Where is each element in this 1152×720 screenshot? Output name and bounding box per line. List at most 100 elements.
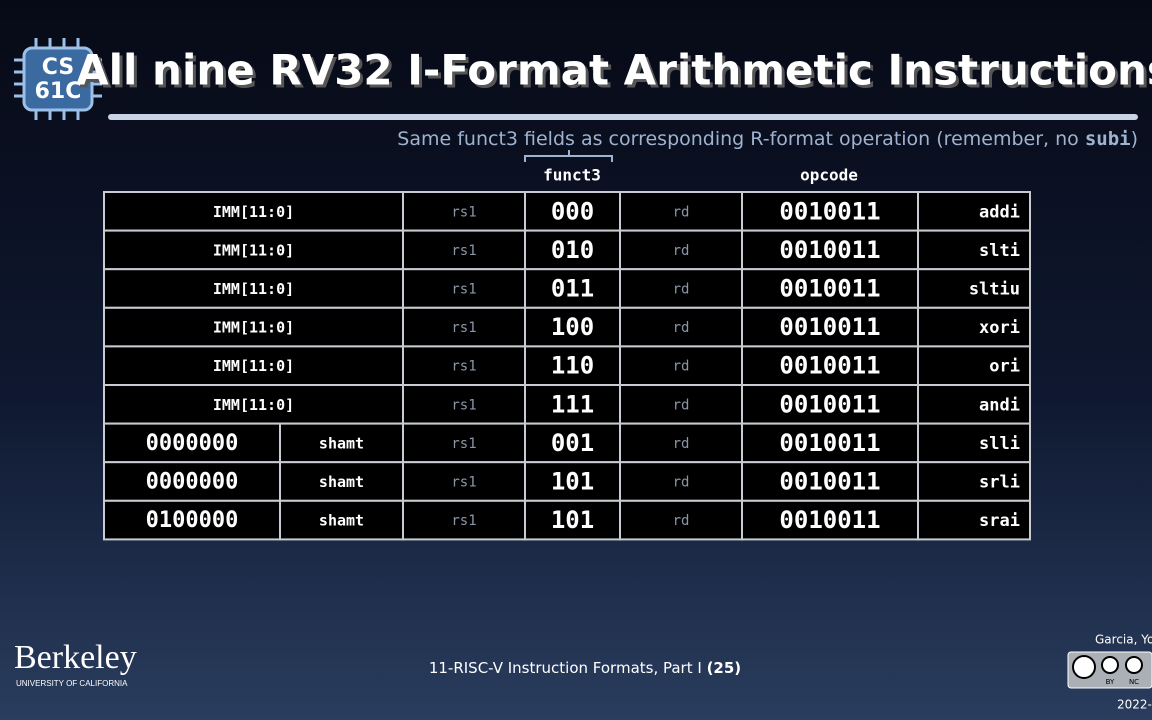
table-cell [524, 229, 621, 271]
cell-text: rd [673, 436, 690, 452]
cell-text: 000 [551, 197, 594, 225]
cell-text: 010 [551, 236, 594, 264]
cell-text: rd [673, 513, 690, 529]
table-cell [917, 306, 1031, 348]
cell-text: rd [673, 397, 690, 413]
cell-text: 110 [551, 352, 594, 380]
cell-text: 0010011 [779, 468, 880, 496]
license-label: BY [1106, 678, 1115, 686]
cell-text: srai [979, 511, 1020, 531]
cell-text: andi [979, 395, 1020, 415]
cell-text: rd [673, 204, 690, 220]
cell-text: rs1 [451, 359, 476, 375]
cell-text: 0010011 [779, 275, 880, 303]
table-cell [741, 461, 919, 502]
table-cell [619, 268, 743, 309]
title-shadow: All nine RV32 I-Format Arithmetic Instru… [79, 49, 1152, 98]
table-cell [619, 229, 743, 271]
cell-text: 111 [551, 390, 594, 418]
subtitle-text: Same funct3 fields as corresponding R-fo… [397, 128, 1085, 150]
cell-text: rs1 [451, 282, 476, 298]
cell-text: rs1 [451, 243, 476, 259]
table-cell [103, 268, 404, 309]
logo-text: CS [42, 55, 74, 80]
cell-text: rd [673, 475, 690, 491]
cell-text: IMM[11:0] [213, 203, 294, 221]
table-cell [917, 422, 1031, 464]
table-cell [619, 191, 743, 232]
title-underline [108, 114, 1138, 120]
university-sub: UNIVERSITY OF CALIFORNIA [16, 679, 128, 688]
cell-text: 0010011 [779, 429, 880, 457]
instruction-table: IMM[11:0] rs1 000 rd 0010011 addi IMM[11:0] rs1… [103, 191, 1031, 541]
table-cell [402, 461, 526, 502]
author: Garcia, Yo [1095, 633, 1152, 647]
cell-text: IMM[11:0] [213, 319, 294, 337]
cell-text: sltiu [969, 280, 1020, 300]
cell-text: rs1 [451, 513, 476, 529]
table-cell [741, 191, 919, 232]
cell-text: rs1 [451, 475, 476, 491]
cell-text: IMM[11:0] [213, 241, 294, 259]
column-header: opcode [800, 166, 858, 185]
table-cell [524, 499, 621, 541]
license-label: NC [1129, 678, 1139, 686]
bracket [524, 150, 613, 162]
table-cell [917, 461, 1031, 502]
cell-text: 0010011 [779, 352, 880, 380]
cell-text: 0000000 [146, 431, 239, 456]
cell-text: 0010011 [779, 236, 880, 264]
footer-lecture: 11-RISC-V Instruction Formats, Part I (2… [429, 659, 741, 677]
table-cell [619, 461, 743, 502]
table-cell [103, 422, 281, 464]
title: All nine RV32 I-Format Arithmetic Instru… [76, 46, 1152, 95]
cell-text: 001 [551, 429, 594, 457]
table-cell [619, 345, 743, 386]
cell-text: slti [979, 241, 1020, 261]
cell-text: 0000000 [146, 470, 239, 495]
cell-text: 011 [551, 275, 594, 303]
cell-text: rd [673, 282, 690, 298]
cell-text: 0100000 [146, 508, 239, 533]
cell-text: rs1 [451, 204, 476, 220]
university: Berkeley [14, 639, 137, 676]
cell-text: 100 [551, 313, 594, 341]
subtitle-code: subi [1085, 128, 1131, 150]
logo-text: 61C [35, 79, 82, 104]
cell-text: srli [979, 473, 1020, 493]
cell-text: rd [673, 243, 690, 259]
lecture-text: 11-RISC-V Instruction Formats, Part I [429, 659, 707, 677]
cell-text: 101 [551, 506, 594, 534]
logo: CS 61C [14, 38, 102, 120]
by-icon [1101, 656, 1119, 674]
subtitle: Same funct3 fields as corresponding R-fo… [397, 128, 1138, 150]
cell-text: 0010011 [779, 506, 880, 534]
cell-text: 0010011 [779, 390, 880, 418]
table-cell [402, 422, 526, 464]
cell-text: 0010011 [779, 313, 880, 341]
cell-text: IMM[11:0] [213, 280, 294, 298]
column-header: funct3 [543, 166, 601, 185]
cell-text: slli [979, 434, 1020, 454]
cell-text: 101 [551, 468, 594, 496]
cell-text: rs1 [451, 320, 476, 336]
subtitle-text: ) [1131, 128, 1138, 150]
table-cell [741, 306, 919, 348]
cell-text: shamt [319, 434, 364, 452]
cell-text: shamt [319, 473, 364, 491]
cell-text: addi [979, 202, 1020, 222]
table-cell [917, 499, 1031, 541]
cc-icon [1072, 655, 1096, 679]
cell-text: rd [673, 359, 690, 375]
table-cell [619, 422, 743, 464]
table-cell [103, 499, 281, 541]
cell-text: shamt [319, 512, 364, 530]
cell-text: xori [979, 318, 1020, 338]
nc-icon [1125, 656, 1143, 674]
table-cell [619, 384, 743, 425]
cell-text: ori [989, 357, 1020, 377]
table-cell [103, 345, 404, 386]
table-cell [103, 306, 404, 348]
